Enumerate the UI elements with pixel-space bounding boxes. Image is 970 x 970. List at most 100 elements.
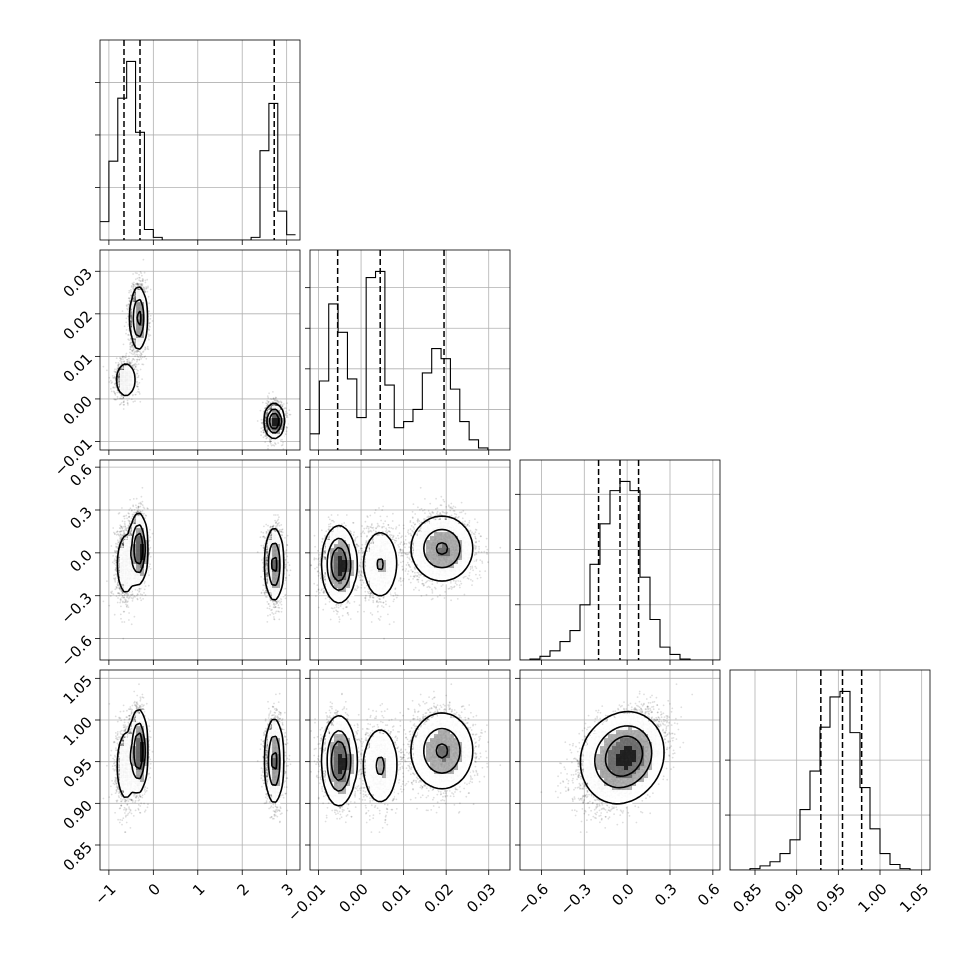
- sample-point: [280, 401, 283, 404]
- sample-point: [136, 282, 139, 285]
- sample-point: [274, 443, 277, 445]
- sample-point: [120, 395, 123, 397]
- sample-point: [130, 294, 132, 297]
- sample-point: [136, 277, 139, 280]
- sample-point: [130, 313, 133, 316]
- sample-point: [133, 348, 135, 351]
- sample-point: [132, 347, 135, 350]
- sample-point: [117, 377, 120, 379]
- sample-point: [118, 357, 121, 359]
- sample-point: [274, 403, 276, 406]
- sample-point: [130, 291, 133, 293]
- sample-point: [269, 440, 271, 443]
- sample-point: [134, 292, 137, 294]
- sample-point: [134, 278, 137, 281]
- sample-point: [139, 280, 142, 282]
- sample-point: [132, 358, 134, 360]
- sample-point: [130, 289, 132, 291]
- sample-point: [131, 394, 134, 397]
- sample-point: [265, 412, 268, 415]
- sample-point: [122, 343, 125, 346]
- sample-point: [265, 437, 268, 440]
- sample-point: [132, 299, 135, 301]
- sample-point: [119, 359, 122, 362]
- sample-point: [144, 346, 147, 349]
- sample-point: [134, 355, 137, 358]
- sample-point: [264, 407, 266, 410]
- sample-point: [269, 438, 272, 441]
- sample-point: [130, 315, 133, 317]
- sample-point: [135, 380, 138, 383]
- sample-point: [132, 284, 135, 286]
- sample-point: [264, 441, 267, 443]
- sample-point: [262, 431, 265, 434]
- sample-point: [266, 402, 269, 405]
- sample-point: [275, 404, 277, 407]
- sample-point: [120, 360, 123, 363]
- sample-point: [130, 340, 133, 342]
- sample-point: [118, 373, 121, 376]
- sample-point: [270, 405, 273, 408]
- sample-point: [282, 441, 284, 444]
- sample-point: [271, 404, 274, 407]
- sample-point: [272, 397, 275, 399]
- sample-point: [136, 283, 139, 285]
- sample-point: [144, 291, 146, 294]
- sample-point: [129, 320, 132, 323]
- sample-point: [274, 399, 277, 402]
- sample-point: [127, 404, 129, 406]
- sample-point: [284, 414, 287, 416]
- sample-point: [127, 303, 129, 306]
- sample-point: [129, 338, 132, 340]
- sample-point: [142, 351, 144, 353]
- sample-point: [137, 356, 140, 358]
- sample-point: [133, 281, 135, 284]
- sample-point: [118, 403, 121, 406]
- sample-point: [117, 364, 120, 366]
- sample-point: [136, 385, 139, 388]
- sample-point: [285, 426, 288, 428]
- sample-point: [269, 407, 271, 409]
- sample-point: [132, 286, 135, 288]
- sample-point: [136, 360, 138, 363]
- sample-point: [284, 433, 287, 436]
- sample-point: [127, 334, 130, 336]
- sample-point: [139, 354, 141, 356]
- sample-point: [260, 421, 263, 424]
- sample-point: [136, 272, 138, 275]
- sample-point: [110, 390, 113, 393]
- sample-point: [286, 402, 288, 404]
- sample-point: [133, 351, 136, 354]
- sample-point: [143, 356, 146, 358]
- sample-point: [118, 363, 121, 366]
- sample-point: [137, 350, 140, 352]
- sample-point: [125, 304, 128, 306]
- sample-point: [117, 379, 120, 382]
- sample-point: [147, 334, 150, 336]
- sample-point: [136, 381, 138, 384]
- sample-point: [132, 366, 135, 368]
- histogram-step: [100, 60, 296, 240]
- sample-point: [139, 283, 142, 286]
- sample-point: [149, 321, 152, 324]
- sample-point: [130, 286, 133, 288]
- sample-point: [145, 357, 148, 360]
- sample-point: [138, 358, 141, 361]
- sample-point: [137, 390, 139, 393]
- sample-point: [130, 314, 132, 317]
- sample-point: [281, 405, 284, 407]
- sample-point: [113, 391, 116, 394]
- sample-point: [122, 368, 124, 371]
- sample-point: [114, 376, 117, 379]
- sample-point: [126, 358, 129, 361]
- sample-point: [269, 407, 272, 410]
- sample-point: [269, 440, 272, 443]
- sample-point: [106, 369, 108, 372]
- sample-point: [130, 319, 133, 322]
- sample-point: [125, 321, 128, 324]
- sample-point: [120, 363, 123, 365]
- sample-point: [144, 290, 147, 293]
- sample-point: [282, 448, 285, 450]
- sample-point: [149, 288, 152, 291]
- sample-point: [149, 334, 152, 337]
